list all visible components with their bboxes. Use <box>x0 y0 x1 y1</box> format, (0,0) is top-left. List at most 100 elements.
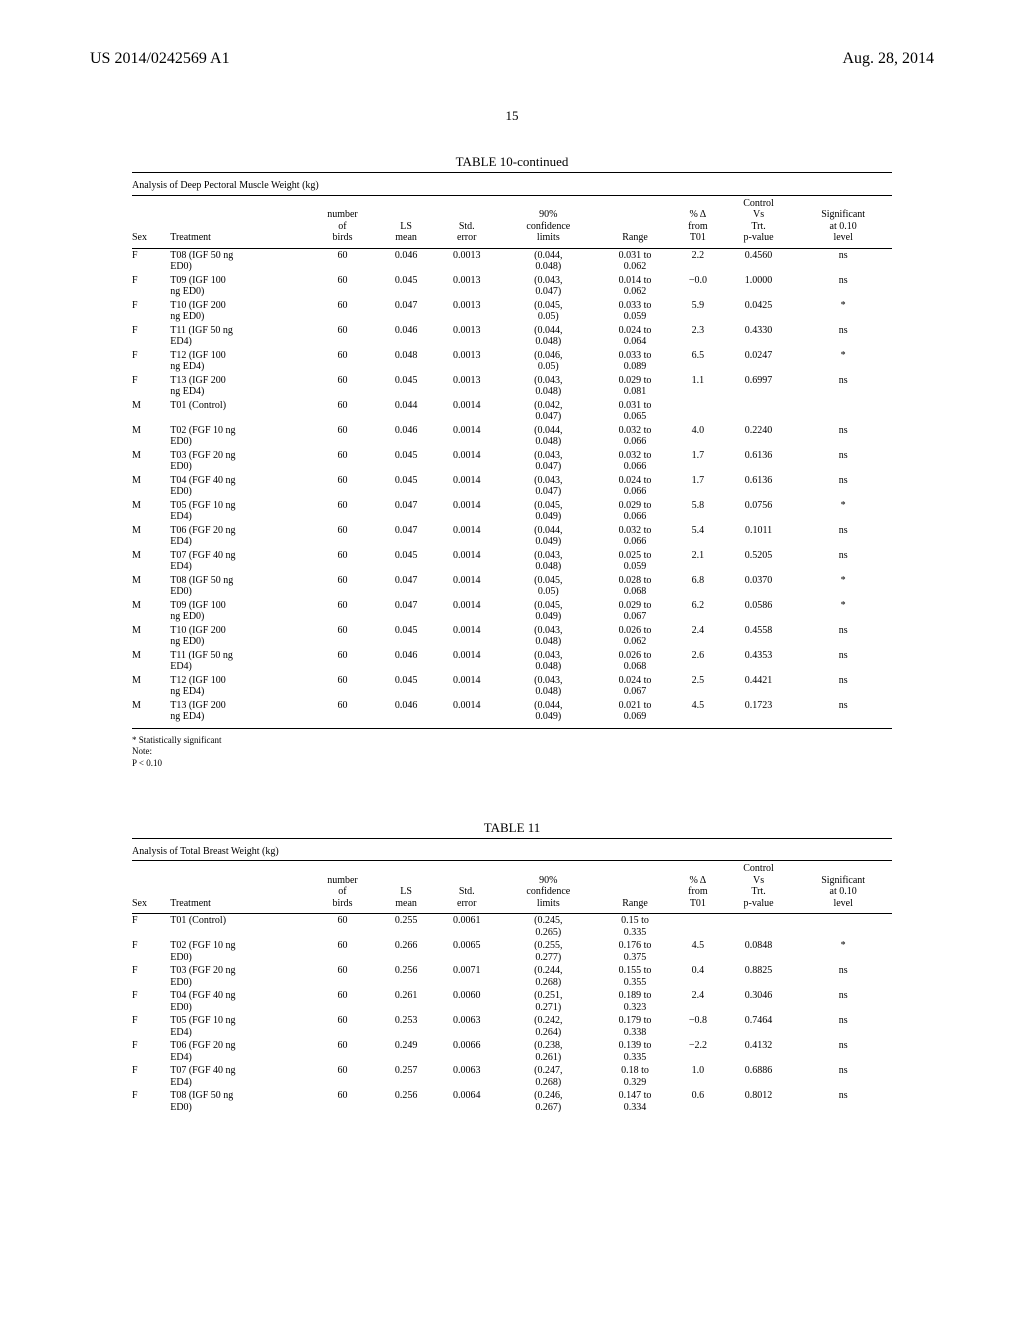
cell <box>794 399 892 424</box>
cell: F <box>132 914 167 940</box>
cell: 0.0014 <box>434 499 500 524</box>
cell: (0.255,0.277) <box>500 939 598 964</box>
cell: 0.6136 <box>723 449 795 474</box>
cell: 1.0 <box>673 1064 723 1089</box>
col-stderr: Std.error <box>434 861 500 914</box>
cell <box>673 399 723 424</box>
cell: (0.042,0.047) <box>500 399 598 424</box>
table-row: MT09 (IGF 100ng ED0)600.0470.0014(0.045,… <box>132 599 892 624</box>
cell: 0.8825 <box>723 964 795 989</box>
cell: 0.6886 <box>723 1064 795 1089</box>
cell: 60 <box>307 424 379 449</box>
cell: 0.047 <box>378 499 434 524</box>
cell: 0.8012 <box>723 1089 795 1114</box>
table-row: FT04 (FGF 40 ngED0)600.2610.0060(0.251,0… <box>132 989 892 1014</box>
col-treatment: Treatment <box>167 861 307 914</box>
cell: ns <box>794 549 892 574</box>
cell: 0.029 to0.067 <box>597 599 673 624</box>
cell: F <box>132 349 167 374</box>
cell: 0.048 <box>378 349 434 374</box>
cell: −0.0 <box>673 274 723 299</box>
cell: 0.6997 <box>723 374 795 399</box>
cell: T09 (IGF 100ng ED0) <box>167 599 307 624</box>
cell: 0.045 <box>378 674 434 699</box>
cell: ns <box>794 1064 892 1089</box>
cell: 60 <box>307 449 379 474</box>
cell: * <box>794 939 892 964</box>
cell: 0.0065 <box>434 939 500 964</box>
cell: * <box>794 499 892 524</box>
table-row: FT08 (IGF 50 ngED0)600.2560.0064(0.246,0… <box>132 1089 892 1114</box>
cell: F <box>132 274 167 299</box>
cell: 0.261 <box>378 989 434 1014</box>
cell: (0.043,0.048) <box>500 649 598 674</box>
cell: M <box>132 549 167 574</box>
cell: F <box>132 299 167 324</box>
cell: 60 <box>307 1089 379 1114</box>
cell: T08 (IGF 50 ngED0) <box>167 574 307 599</box>
page-header: US 2014/0242569 A1 Aug. 28, 2014 <box>90 50 934 68</box>
cell: 0.047 <box>378 599 434 624</box>
cell: 0.4560 <box>723 248 795 274</box>
cell: 5.9 <box>673 299 723 324</box>
cell: 60 <box>307 1014 379 1039</box>
cell: 60 <box>307 964 379 989</box>
cell: 0.0014 <box>434 399 500 424</box>
cell <box>794 914 892 940</box>
cell: 0.1011 <box>723 524 795 549</box>
cell: ns <box>794 374 892 399</box>
cell: M <box>132 649 167 674</box>
cell: T10 (IGF 200ng ED0) <box>167 624 307 649</box>
cell: T12 (IGF 100ng ED4) <box>167 349 307 374</box>
cell: 60 <box>307 499 379 524</box>
cell: M <box>132 574 167 599</box>
footnote-sig: * Statistically significant <box>132 735 892 747</box>
cell: 4.5 <box>673 699 723 724</box>
table-row: FT08 (IGF 50 ngED0)600.0460.0013(0.044,0… <box>132 248 892 274</box>
cell: ns <box>794 524 892 549</box>
footnote-p: P < 0.10 <box>132 758 892 770</box>
cell <box>723 914 795 940</box>
cell: 0.266 <box>378 939 434 964</box>
cell: T03 (FGF 20 ngED0) <box>167 449 307 474</box>
cell: 0.0013 <box>434 248 500 274</box>
table-row: MT04 (FGF 40 ngED0)600.0450.0014(0.043,0… <box>132 474 892 499</box>
cell: 0.014 to0.062 <box>597 274 673 299</box>
cell: 0.028 to0.068 <box>597 574 673 599</box>
cell: ns <box>794 274 892 299</box>
cell: 0.031 to0.062 <box>597 248 673 274</box>
cell: ns <box>794 1089 892 1114</box>
cell: 60 <box>307 274 379 299</box>
cell: 0.6 <box>673 1089 723 1114</box>
cell: 0.026 to0.062 <box>597 624 673 649</box>
cell: 0.2240 <box>723 424 795 449</box>
table-row: MT13 (IGF 200ng ED4)600.0460.0014(0.044,… <box>132 699 892 724</box>
col-treatment: Treatment <box>167 195 307 248</box>
cell: 0.0063 <box>434 1014 500 1039</box>
cell: 0.045 <box>378 274 434 299</box>
cell: 0.18 to0.329 <box>597 1064 673 1089</box>
col-sex: Sex <box>132 195 167 248</box>
cell: F <box>132 248 167 274</box>
cell: 0.046 <box>378 248 434 274</box>
col-sig: Significantat 0.10level <box>794 861 892 914</box>
table-row: MT12 (IGF 100ng ED4)600.0450.0014(0.043,… <box>132 674 892 699</box>
cell: 0.044 <box>378 399 434 424</box>
cell: 0.045 <box>378 449 434 474</box>
cell: (0.044,0.049) <box>500 699 598 724</box>
cell: T04 (FGF 40 ngED0) <box>167 474 307 499</box>
cell: 60 <box>307 574 379 599</box>
col-delta: % ΔfromT01 <box>673 861 723 914</box>
cell: 0.255 <box>378 914 434 940</box>
col-stderr: Std.error <box>434 195 500 248</box>
cell: (0.251,0.271) <box>500 989 598 1014</box>
cell: T06 (FGF 20 ngED4) <box>167 1039 307 1064</box>
cell: ns <box>794 424 892 449</box>
col-range: Range <box>597 195 673 248</box>
cell: 2.6 <box>673 649 723 674</box>
cell: 0.0014 <box>434 699 500 724</box>
cell: 0.046 <box>378 649 434 674</box>
cell: * <box>794 299 892 324</box>
cell: 60 <box>307 699 379 724</box>
cell: 0.025 to0.059 <box>597 549 673 574</box>
